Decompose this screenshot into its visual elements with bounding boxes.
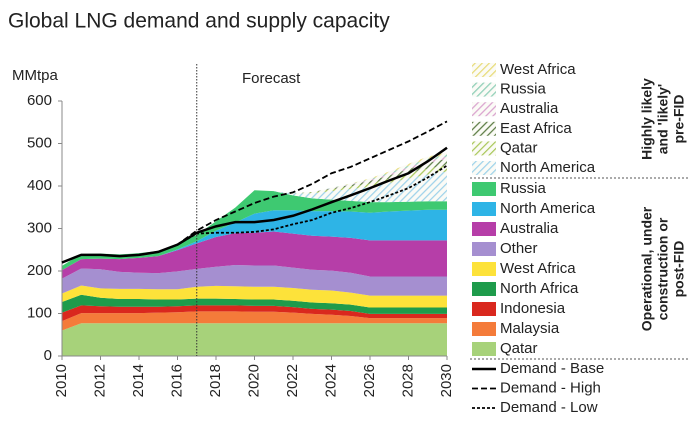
legend-swatch — [472, 262, 496, 276]
chart-title: Global LNG demand and supply capacity — [8, 10, 390, 33]
legend-label: Qatar — [500, 340, 538, 357]
x-tick-label: 2010 — [53, 364, 70, 397]
area — [62, 305, 447, 322]
group-label: and 'likely' — [655, 84, 671, 154]
area — [62, 156, 447, 266]
area — [62, 294, 447, 314]
area — [62, 158, 447, 266]
legend-label: West Africa — [500, 61, 576, 78]
group-label: pre-FID — [671, 95, 687, 144]
area — [62, 190, 447, 271]
area — [62, 285, 447, 308]
area — [62, 231, 447, 279]
group-label: post-FID — [671, 241, 687, 298]
legend-label: Malaysia — [500, 320, 560, 337]
legend-label: Qatar — [500, 139, 538, 156]
area — [62, 323, 447, 356]
area — [62, 209, 447, 271]
legend-label: Russia — [500, 180, 547, 197]
legend-swatch — [472, 63, 496, 77]
x-tick-label: 2018 — [207, 364, 224, 397]
x-tick-label: 2030 — [438, 364, 455, 397]
y-tick-label: 0 — [44, 347, 52, 364]
legend-swatch — [472, 182, 496, 196]
legend-swatch — [472, 222, 496, 236]
legend-swatch — [472, 282, 496, 296]
legend-swatch — [472, 302, 496, 316]
demand-line — [61, 164, 448, 264]
x-tick-label: 2024 — [322, 364, 339, 397]
annotation: Forecast — [242, 70, 301, 87]
y-tick-label: 300 — [27, 219, 52, 236]
legend-swatch — [472, 141, 496, 156]
y-tick-label: 100 — [27, 304, 52, 321]
area — [62, 311, 447, 331]
legend-swatch — [472, 322, 496, 336]
legend-label: Indonesia — [500, 300, 566, 317]
legend-swatch — [472, 82, 496, 97]
legend-swatch — [472, 121, 496, 136]
area — [62, 154, 447, 266]
x-tick-label: 2022 — [284, 364, 301, 397]
legend-label: North America — [500, 159, 596, 176]
area — [62, 265, 447, 296]
legend-swatch — [472, 161, 496, 175]
x-tick-label: 2014 — [130, 364, 147, 397]
legend-label: Other — [500, 240, 538, 257]
legend-label: North America — [500, 200, 596, 217]
legend-swatch — [472, 102, 496, 117]
area — [62, 165, 447, 266]
x-tick-label: 2012 — [91, 364, 108, 397]
legend-label: West Africa — [500, 260, 576, 277]
x-tick-label: 2016 — [168, 364, 185, 397]
legend-label: Demand - Base — [500, 360, 604, 377]
legend-swatch — [472, 342, 496, 356]
group-label: Highly likely — [639, 78, 655, 160]
group-label: construction or — [655, 217, 671, 320]
y-tick-label: 500 — [27, 134, 52, 151]
x-tick-label: 2020 — [245, 364, 262, 397]
legend-label: Australia — [500, 100, 559, 117]
legend-label: North Africa — [500, 280, 579, 297]
x-tick-label: 2026 — [361, 364, 378, 397]
y-tick-label: 400 — [27, 177, 52, 194]
legend-label: Demand - Low — [500, 399, 598, 416]
group-label: Operational, under — [639, 206, 655, 331]
legend-label: Demand - High — [500, 379, 601, 396]
legend-label: Russia — [500, 81, 547, 98]
y-tick-label: 600 — [27, 92, 52, 109]
legend-swatch — [472, 202, 496, 216]
legend-label: Australia — [500, 220, 559, 237]
y-tick-label: 200 — [27, 262, 52, 279]
x-tick-label: 2028 — [399, 364, 416, 397]
y-axis-label: MMtpa — [12, 67, 59, 84]
legend-label: East Africa — [500, 120, 572, 137]
legend-swatch — [472, 242, 496, 256]
